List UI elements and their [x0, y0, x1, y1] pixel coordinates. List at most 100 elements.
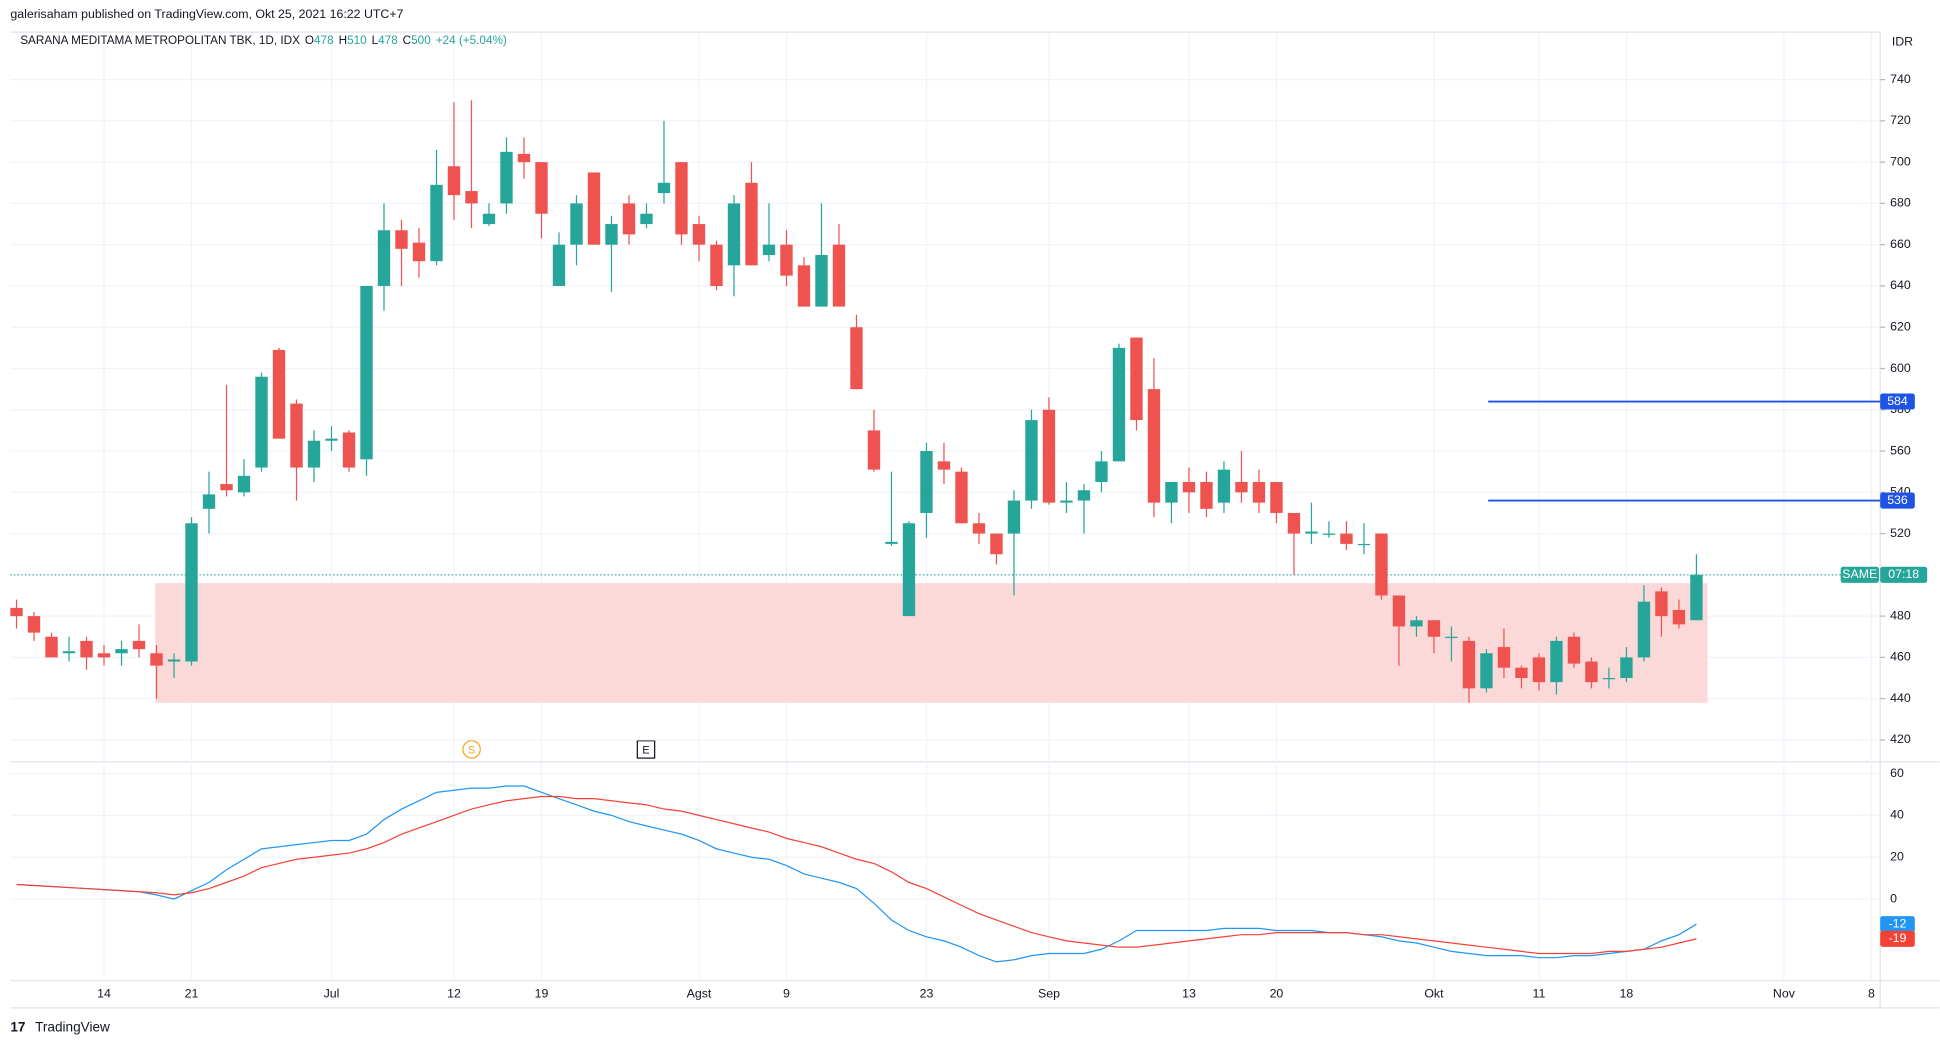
x-tick-label: 23 [920, 987, 934, 1001]
support-zone [155, 583, 1708, 703]
indicator-value-label: -19 [1889, 931, 1907, 945]
candle-body [1235, 481, 1248, 493]
x-tick-label: Agst [687, 987, 712, 1001]
candle-body [1602, 678, 1616, 680]
candle-body [1690, 574, 1703, 621]
indicator-line [16, 785, 1697, 963]
candle-body [430, 184, 443, 262]
candle-body [1165, 481, 1178, 503]
y-tick-label: 420 [1890, 732, 1911, 746]
candle-body [27, 616, 41, 633]
legend-key: H [339, 34, 347, 47]
candle-body [115, 649, 128, 654]
indicator-value-label: -12 [1889, 916, 1907, 930]
candle-body [552, 244, 566, 286]
branding: TradingView [35, 1019, 110, 1034]
candle-body [167, 659, 181, 662]
candle-body [500, 151, 513, 204]
y-tick-label: 640 [1890, 278, 1911, 292]
candle-body [850, 327, 863, 390]
y-tick-label: 520 [1890, 526, 1911, 540]
x-tick-label: 21 [185, 987, 199, 1001]
y-tick-label: 440 [1890, 691, 1911, 705]
candle-body [325, 438, 338, 441]
indicator-value-box [1880, 930, 1915, 947]
candle-body [395, 230, 408, 249]
candle-body [797, 265, 811, 307]
candle-body [990, 533, 1003, 555]
candle-body [80, 640, 93, 658]
candle-body [1340, 533, 1353, 544]
legend-key: L [372, 34, 379, 47]
candle-body [1182, 481, 1196, 493]
branding-logo: 17 [10, 1019, 25, 1034]
candle-body [290, 403, 303, 468]
candle-body [1637, 601, 1651, 658]
candle-body [1130, 337, 1143, 421]
candle-body [1480, 653, 1493, 689]
candle-body [360, 285, 373, 460]
legend-change: +24 (+5.04%) [436, 34, 507, 47]
candle-body [185, 523, 198, 662]
candle-body [220, 484, 233, 491]
candle-body [482, 213, 496, 225]
candle-body [517, 153, 531, 163]
candle-body [1672, 609, 1686, 625]
candle-body [1252, 481, 1266, 503]
candle-body [955, 471, 968, 524]
price-label-box [1880, 492, 1915, 509]
candle-body [1060, 500, 1073, 503]
candle-body [692, 224, 706, 245]
candle-body [867, 430, 881, 470]
split-event[interactable] [462, 740, 481, 759]
candle-body [62, 651, 76, 654]
candle-body [1025, 420, 1038, 501]
x-tick-label: 20 [1270, 987, 1284, 1001]
legend-value: 500 [411, 34, 431, 47]
x-tick-label: 14 [97, 987, 111, 1001]
candle-body [1655, 591, 1668, 617]
legend-title: SARANA MEDITAMA METROPOLITAN TBK, 1D, ID… [20, 34, 300, 47]
y-tick-label: 460 [1890, 650, 1911, 664]
candle-body [1287, 512, 1301, 534]
y-tick-label: 660 [1890, 237, 1911, 251]
header: galerisaham published on TradingView.com… [10, 7, 403, 21]
candle-body [657, 182, 671, 194]
earnings-event[interactable] [636, 740, 656, 759]
candle-body [1112, 347, 1126, 462]
candle-body [1077, 490, 1091, 501]
x-tick-label: Nov [1773, 987, 1796, 1001]
x-tick-label: 12 [447, 987, 461, 1001]
split-event-label: S [468, 745, 475, 757]
price-label-box [1880, 393, 1915, 410]
candle-body [780, 244, 793, 276]
candle-body [1620, 657, 1633, 679]
legend-key: O [305, 34, 314, 47]
candle-body [885, 541, 898, 544]
candle-body [132, 640, 146, 650]
x-tick-label: 8 [1868, 987, 1875, 1001]
candle-body [920, 451, 933, 513]
y-tick-label: 60 [1890, 766, 1904, 780]
candle-body [605, 224, 618, 245]
indicator-value-box [1880, 916, 1915, 933]
candle-body [447, 166, 461, 196]
legend-value: 510 [347, 34, 367, 47]
legend-key: C [403, 34, 412, 47]
candle-body [1095, 461, 1108, 482]
countdown-box [1880, 566, 1928, 583]
candle-body [1410, 620, 1423, 627]
legend: SARANA MEDITAMA METROPOLITAN TBK, 1D, ID… [20, 34, 507, 47]
candle-body [1357, 543, 1371, 546]
symbol-box [1840, 566, 1879, 583]
y-tick-label: 560 [1890, 443, 1911, 457]
y-tick-label: 600 [1890, 361, 1911, 375]
candle-body [640, 213, 653, 225]
candle-body [832, 244, 846, 307]
candle-body [622, 203, 636, 235]
candle-body [342, 432, 356, 468]
candle-body [465, 191, 478, 204]
